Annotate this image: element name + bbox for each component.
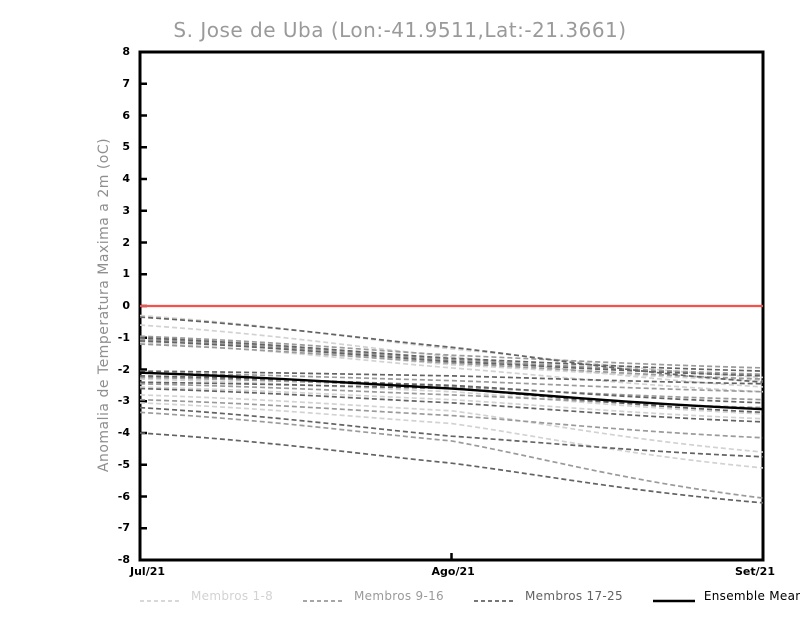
member-line <box>140 378 763 415</box>
member-line <box>140 376 763 401</box>
y-axis-tick-label: -2 <box>117 362 130 376</box>
member-line <box>140 338 763 376</box>
legend-label: Membros 9-16 <box>354 589 444 603</box>
member-line <box>140 387 763 423</box>
member-line <box>140 341 763 393</box>
y-axis-tick-label: -1 <box>117 330 130 344</box>
legend-swatch-dashed <box>303 591 346 602</box>
member-line <box>140 370 763 385</box>
legend-item: Ensemble Mean <box>652 589 800 603</box>
member-line <box>140 394 763 453</box>
x-axis-tick-label: Ago/21 <box>431 565 475 578</box>
member-line <box>140 343 763 380</box>
member-line <box>140 432 763 504</box>
member-line <box>140 398 763 439</box>
y-axis-tick-label: -8 <box>117 553 130 566</box>
member-line <box>140 401 763 469</box>
legend-label: Membros 17-25 <box>525 589 623 603</box>
member-line <box>140 371 763 393</box>
y-axis-tick-label: -6 <box>117 489 130 503</box>
y-axis-tick-label: 2 <box>122 235 130 249</box>
member-line <box>140 386 763 420</box>
y-axis-tick-label: 7 <box>122 76 130 90</box>
y-axis-tick-label: -3 <box>117 394 130 408</box>
y-axis-tick-label: -7 <box>117 521 130 535</box>
chart-title: S. Jose de Uba (Lon:-41.9511,Lat:-21.366… <box>173 18 627 42</box>
x-axis-tick-label: Set/21 <box>735 565 775 578</box>
y-axis-tick-label: 3 <box>122 203 130 217</box>
legend-item: Membros 9-16 <box>303 589 444 603</box>
y-axis-tick-label: -5 <box>117 457 130 471</box>
member-line <box>140 340 763 377</box>
member-line <box>140 324 763 388</box>
y-axis-tick-label: -4 <box>117 426 130 439</box>
legend-item: Membros 17-25 <box>474 589 623 603</box>
legend-swatch-dashed <box>474 591 516 602</box>
ensemble-mean-line <box>140 371 763 411</box>
y-axis-tick-label: 8 <box>122 45 130 58</box>
legend-label: Membros 1-8 <box>191 589 274 603</box>
member-line <box>140 406 763 458</box>
member-line <box>140 381 763 414</box>
member-line <box>140 316 763 384</box>
legend-label: Ensemble Mean <box>703 589 800 603</box>
member-line <box>140 336 763 372</box>
y-axis-tick-label: 6 <box>122 108 130 122</box>
legend-swatch-dashed <box>140 591 182 602</box>
legend-swatch-solid <box>652 591 695 603</box>
member-line <box>140 411 763 499</box>
x-axis-tick-label: Jul/21 <box>130 565 166 578</box>
legend-item: Membros 1-8 <box>140 589 273 603</box>
y-axis-tick-label: 0 <box>122 299 130 312</box>
member-line <box>140 335 763 369</box>
series-group <box>140 314 763 504</box>
y-axis-tick-label: 1 <box>122 267 130 281</box>
y-axis-tick-label: 4 <box>122 172 130 185</box>
chart-legend: Membros 1-8 Membros 9-16 Membros 17-25 Ense… <box>140 586 800 606</box>
y-axis-tick-label: 5 <box>122 140 130 154</box>
